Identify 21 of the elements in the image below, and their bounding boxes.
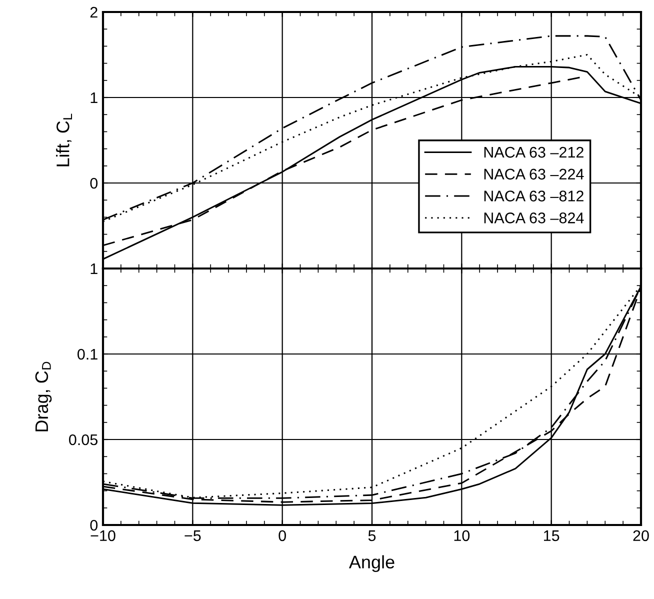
y-tick-label: 1	[90, 264, 98, 274]
x-tick-label: 20	[633, 530, 649, 542]
legend-label: NACA 63 –824	[484, 212, 584, 224]
x-tick-label: 10	[454, 530, 470, 542]
y-axis-title: Drag, C$_{D}$	[35, 362, 52, 432]
x-tick-label: 15	[544, 530, 560, 542]
y-axis-title: Lift, C$_{L}$	[56, 114, 72, 166]
x-tick-label: −5	[184, 530, 201, 542]
x-tick-label: 0	[278, 530, 286, 542]
y-tick-label: 0.05	[69, 434, 98, 446]
y-tick-label: 0.1	[78, 348, 98, 360]
y-tick-label: 2	[90, 6, 98, 18]
x-axis-title: Angle	[348, 555, 394, 572]
x-tick-label: 5	[368, 530, 376, 542]
legend-label: NACA 63 –224	[484, 168, 584, 180]
legend-label: NACA 63 –212	[484, 146, 584, 158]
legend-label: NACA 63 –812	[484, 190, 584, 202]
y-tick-label: 0	[90, 520, 98, 531]
y-tick-label: 0	[90, 178, 98, 189]
y-tick-label: 1	[90, 92, 98, 104]
x-tick-label: −10	[90, 530, 116, 542]
